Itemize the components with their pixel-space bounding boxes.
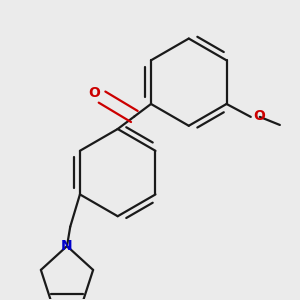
Text: N: N (61, 239, 73, 253)
Text: O: O (88, 86, 100, 100)
Text: O: O (254, 109, 265, 123)
